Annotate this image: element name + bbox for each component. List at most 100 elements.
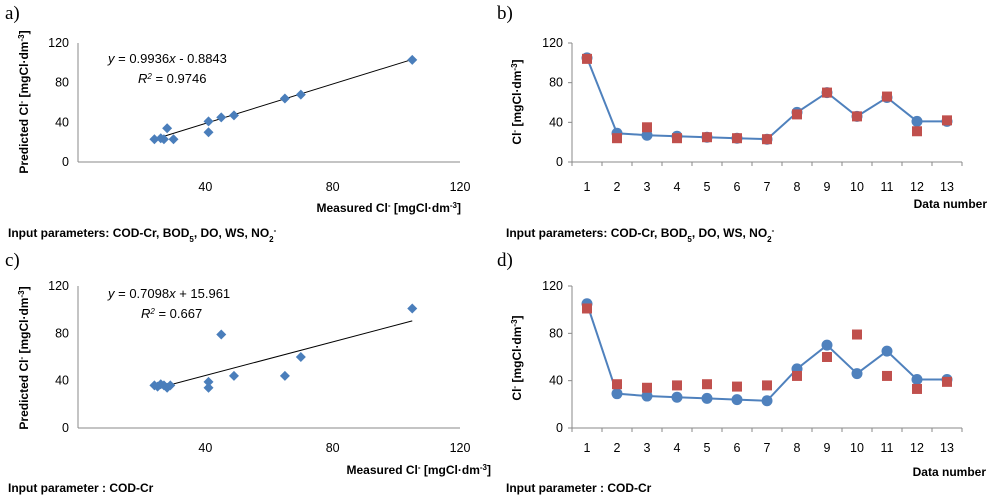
x-tick-label: 120: [450, 180, 471, 194]
panel-label: d): [497, 250, 513, 271]
measured-point: [641, 129, 653, 141]
input-parameters-caption: Input parameter : COD-Cr: [506, 481, 652, 495]
measured-point: [611, 388, 623, 400]
data-point: [279, 93, 290, 104]
predicted-point: [642, 122, 652, 133]
y-tick-label: 0: [62, 421, 69, 435]
y-tick-label: 120: [48, 279, 69, 293]
input-parameters-caption: Input parameter : COD-Cr: [8, 481, 154, 495]
y-tick-label: 80: [549, 76, 563, 90]
y-tick-label: 80: [549, 326, 563, 340]
y-tick-label: 40: [55, 374, 69, 388]
data-point: [295, 352, 306, 362]
data-point: [162, 123, 173, 134]
x-tick-label: 5: [704, 180, 711, 194]
x-tick-label: 3: [644, 441, 651, 455]
x-tick-label: 4: [674, 180, 681, 194]
y-axis-title: Cl- [mgCl·dm-3]: [510, 315, 525, 400]
predicted-point: [762, 380, 772, 391]
data-point: [149, 134, 160, 145]
data-point: [203, 382, 214, 393]
measured-point: [821, 339, 833, 351]
predicted-point: [942, 115, 952, 126]
x-tick-label: 2: [614, 180, 621, 194]
measured-point: [641, 390, 653, 402]
panel-label: b): [497, 3, 513, 24]
panel-label: a): [5, 3, 20, 24]
predicted-point: [702, 132, 712, 143]
predicted-point: [762, 134, 772, 145]
x-tick-label: 8: [794, 441, 801, 455]
measured-line: [586, 57, 947, 141]
y-axis-title: Cl- [mgCl·dm-3]: [510, 59, 525, 144]
y-tick-label: 0: [556, 421, 563, 435]
y-tick-label: 80: [55, 326, 69, 340]
data-point: [407, 303, 418, 314]
predicted-point: [672, 380, 682, 391]
input-parameters-caption: Input parameters: COD-Cr, BOD5, DO, WS, …: [506, 226, 775, 244]
regression-equation: y = 0.9936x - 0.8843: [107, 51, 227, 66]
x-tick-label: 12: [910, 441, 924, 455]
measured-point: [671, 391, 683, 403]
data-point: [216, 329, 227, 340]
y-tick-label: 0: [556, 155, 563, 169]
measured-point: [851, 368, 863, 380]
y-tick-label: 40: [55, 115, 69, 129]
data-point: [203, 127, 214, 138]
y-tick-label: 120: [48, 36, 69, 50]
y-tick-label: 120: [542, 279, 563, 293]
predicted-point: [702, 379, 712, 390]
x-tick-label: 9: [824, 180, 831, 194]
x-tick-label: 6: [734, 441, 741, 455]
r-squared: R2 = 0.667: [141, 306, 202, 321]
y-tick-label: 40: [549, 115, 563, 129]
predicted-point: [912, 383, 922, 394]
x-tick-label: 1: [584, 441, 591, 455]
predicted-point: [792, 109, 802, 120]
x-axis-title: Measured Cl- [mgCl·dm-3]: [317, 201, 461, 216]
measured-point: [701, 392, 713, 404]
x-tick-label: 8: [794, 180, 801, 194]
data-point: [216, 112, 227, 123]
data-point: [228, 110, 239, 121]
trendline: [154, 320, 413, 390]
x-tick-label: 120: [450, 441, 471, 455]
x-tick-label: 13: [940, 441, 954, 455]
measured-point: [911, 115, 923, 127]
predicted-point: [792, 370, 802, 381]
data-point: [295, 89, 306, 100]
predicted-point: [672, 133, 682, 144]
x-tick-label: 40: [198, 180, 212, 194]
x-tick-label: 5: [704, 441, 711, 455]
input-parameters-caption: Input parameters: COD-Cr, BOD5, DO, WS, …: [8, 226, 277, 244]
predicted-point: [822, 352, 832, 362]
x-tick-label: 4: [674, 441, 681, 455]
predicted-point: [732, 133, 742, 144]
regression-equation: y = 0.7098x + 15.961: [107, 286, 230, 301]
x-axis-title: Data number: [914, 197, 988, 211]
measured-point: [731, 394, 743, 406]
x-axis-title: Measured Cl- [mgCl·dm-3]: [347, 463, 491, 478]
x-tick-label: 11: [881, 441, 894, 455]
measured-point: [881, 345, 893, 357]
y-tick-label: 80: [55, 76, 69, 90]
data-point: [407, 54, 418, 65]
y-axis-title: Predicted Cl- [mgCl·dm-3]: [17, 30, 32, 173]
x-tick-label: 3: [644, 180, 651, 194]
predicted-point: [852, 111, 862, 122]
x-tick-label: 10: [850, 180, 864, 194]
x-tick-label: 12: [910, 180, 924, 194]
y-tick-label: 120: [542, 36, 563, 50]
r-squared: R2 = 0.9746: [138, 71, 206, 86]
data-point: [228, 370, 239, 381]
data-point: [168, 134, 179, 145]
x-tick-label: 10: [850, 441, 864, 455]
x-axis-title: Data number: [913, 465, 987, 479]
predicted-point: [582, 53, 592, 64]
predicted-point: [852, 329, 862, 340]
predicted-point: [942, 376, 952, 387]
x-tick-label: 13: [940, 180, 954, 194]
